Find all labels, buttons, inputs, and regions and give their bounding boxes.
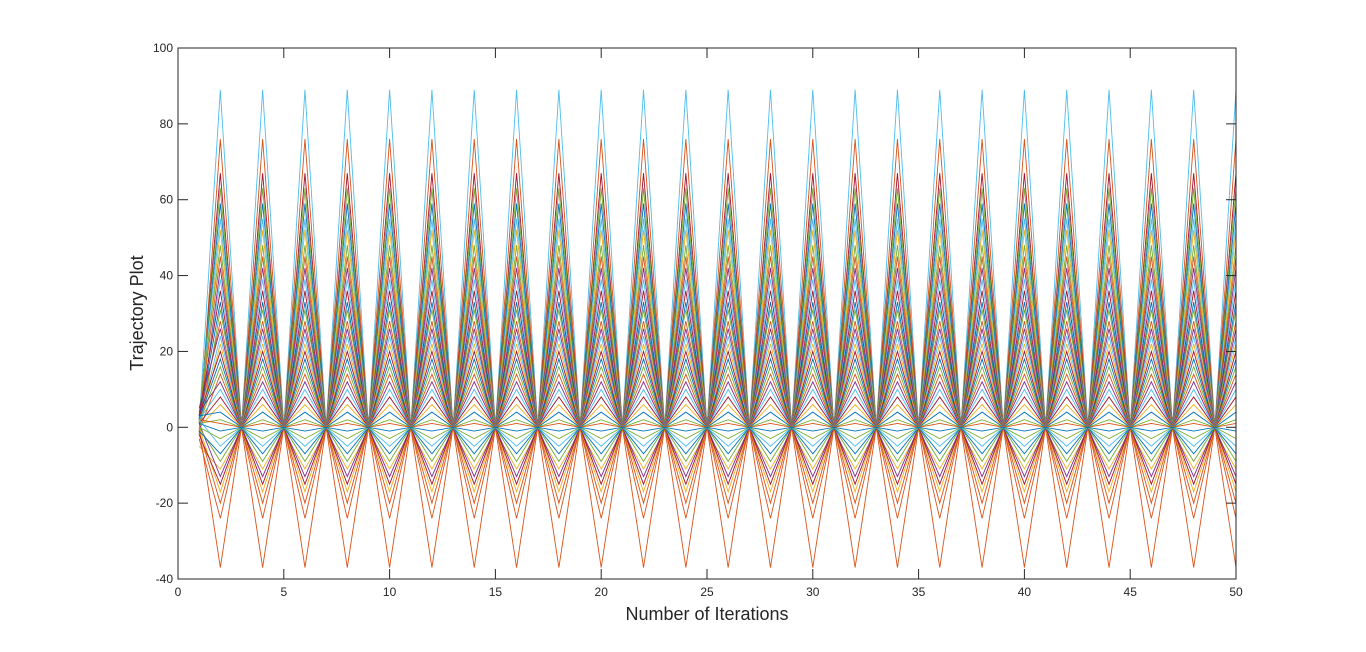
series-line-25 [198,388,1237,429]
series-line-22 [198,365,1237,429]
series-line-3 [198,427,1237,568]
series-line-32 [198,427,1237,519]
y-tick-label: -40 [156,572,174,586]
series-line-1 [198,89,1237,428]
series-line-24 [198,380,1237,429]
x-tick-label: 50 [1229,585,1243,599]
x-tick-label: 40 [1018,585,1032,599]
y-tick-label: 60 [160,193,174,207]
ticks: 0 5 10 15 20 25 30 35 40 45 50 -40 -20 0 20 40 60 80 100 [153,41,1243,599]
x-axis-label: Number of Iterations [625,604,788,624]
x-tick-label: 20 [595,585,609,599]
series-lines [198,89,1237,568]
series-line-33 [198,425,1237,505]
series-line-40 [198,426,1237,440]
y-axis-label: Trajectory Plot [127,255,147,370]
series-line-28 [199,411,1237,428]
series-line-29 [199,419,1237,428]
y-tick-label: 80 [160,117,174,131]
series-line-23 [198,372,1237,432]
series-line-38 [198,426,1237,455]
series-line-37 [198,426,1237,463]
x-tick-label: 5 [280,585,287,599]
series-line-2 [198,138,1237,435]
x-tick-label: 45 [1124,585,1138,599]
series-line-36 [198,423,1237,478]
series-line-39 [198,419,1237,447]
series-line-27 [198,403,1237,428]
series-line-35 [198,425,1237,486]
series-line-41 [199,423,1237,432]
x-tick-label: 0 [175,585,182,599]
x-tick-label: 10 [383,585,397,599]
x-tick-label: 35 [912,585,926,599]
y-tick-label: 100 [153,41,173,55]
y-tick-label: -20 [156,496,174,510]
y-tick-label: 0 [166,420,173,434]
x-tick-label: 15 [489,585,503,599]
x-tick-label: 25 [700,585,714,599]
series-line-26 [198,396,1237,429]
x-tick-label: 30 [806,585,820,599]
y-tick-label: 40 [160,269,174,283]
series-line-30 [199,419,1237,428]
y-tick-label: 20 [160,344,174,358]
